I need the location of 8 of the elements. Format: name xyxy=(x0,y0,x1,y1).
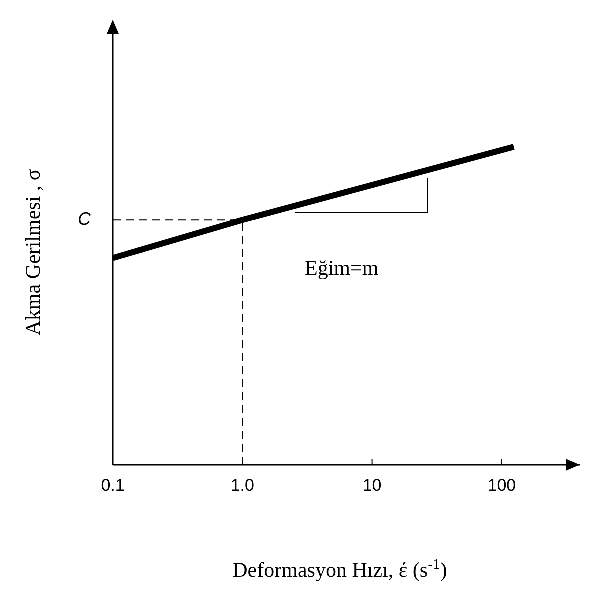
x-axis-title: Deformasyon Hızı, έ (s$^{-1}$) xyxy=(232,557,448,582)
annotation: Eğim=m xyxy=(305,256,379,280)
ref-line-label: C xyxy=(78,209,92,230)
x-tick-label: 0.1 xyxy=(101,476,125,496)
x-tick-label: 1.0 xyxy=(230,476,254,496)
y-axis-title: Akma Gerilmesi , σ xyxy=(21,169,45,336)
x-tick-label: 10 xyxy=(362,476,382,496)
x-tick-label: 100 xyxy=(488,476,516,496)
